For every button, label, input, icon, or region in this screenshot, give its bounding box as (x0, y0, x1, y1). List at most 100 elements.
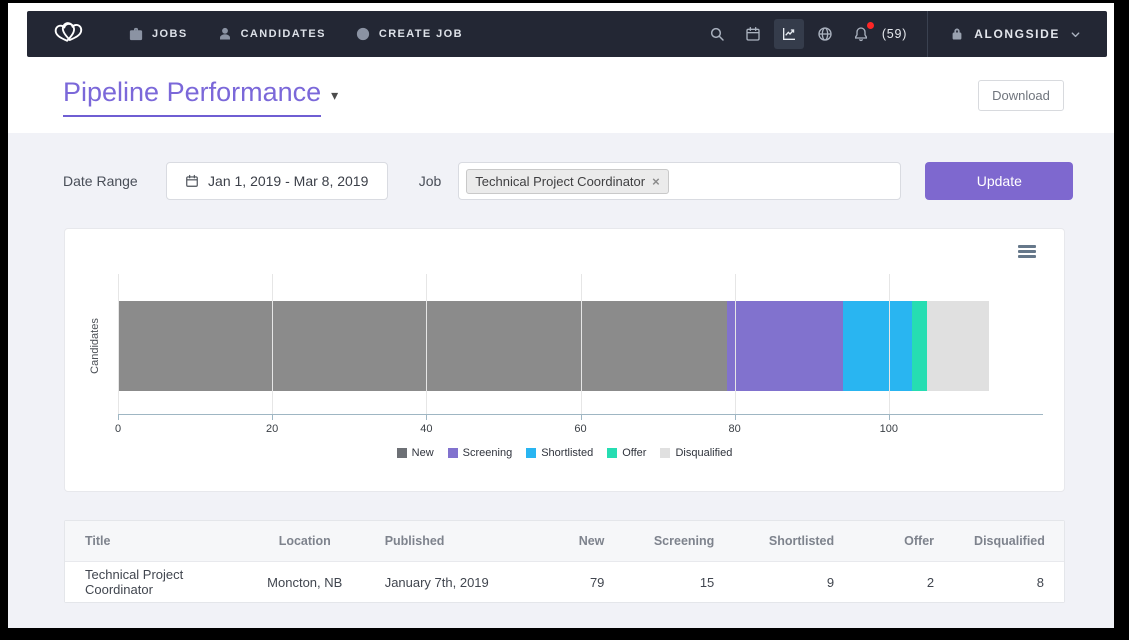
account-menu[interactable]: ALONGSIDE (950, 27, 1081, 41)
briefcase-icon (129, 27, 143, 41)
job-tag: Technical Project Coordinator × (466, 168, 669, 194)
brand-logo[interactable] (51, 17, 89, 51)
page-title: Pipeline Performance ▾ (63, 77, 338, 117)
pipeline-table: Title Location Published New Screening Shortl… (64, 520, 1065, 603)
bar-segment-screening[interactable] (726, 301, 843, 391)
legend-swatch-offer (607, 448, 618, 458)
gridline (118, 274, 119, 414)
column-header-location: Location (244, 521, 365, 562)
table-cell-offer: 2 (854, 561, 955, 602)
tag-remove-icon[interactable]: × (652, 173, 660, 189)
column-header-new: New (524, 521, 625, 562)
x-tick-label: 60 (574, 423, 587, 435)
x-tick-label: 0 (114, 423, 122, 435)
notification-count[interactable]: (59) (881, 27, 908, 41)
x-tick-label: 100 (879, 423, 899, 435)
legend-label: Offer (622, 447, 647, 459)
top-navbar: JOBS CANDIDATES CREATE JOB (59) (27, 11, 1107, 57)
update-button[interactable]: Update (925, 162, 1074, 200)
filter-row: Date Range Jan 1, 2019 - Mar 8, 2019 Job… (63, 162, 1074, 200)
account-label: ALONGSIDE (974, 27, 1060, 41)
nav-create-job[interactable]: CREATE JOB (356, 27, 463, 41)
page-title-text[interactable]: Pipeline Performance (63, 77, 322, 117)
x-axis-labels: 0 20 40 60 80 100 (114, 423, 1043, 437)
date-range-label: Date Range (63, 173, 138, 189)
plot-area (118, 274, 1043, 420)
date-range-input[interactable]: Jan 1, 2019 - Mar 8, 2019 (165, 162, 388, 200)
bar-segment-shortlisted[interactable] (842, 301, 912, 391)
gridline (888, 274, 890, 414)
legend-item-shortlisted[interactable]: Shortlisted (526, 447, 593, 459)
column-header-disqualified: Disqualified (954, 521, 1064, 562)
column-header-shortlisted: Shortlisted (734, 521, 855, 562)
bar-segment-new[interactable] (118, 301, 727, 391)
gridline (734, 274, 736, 414)
legend-item-disqualified[interactable]: Disqualified (660, 447, 732, 459)
table-row[interactable]: Technical Project Coordinator Moncton, NB… (65, 561, 1064, 602)
calendar-icon (186, 174, 198, 187)
job-multiselect[interactable]: Technical Project Coordinator × (458, 162, 902, 200)
nav-create-job-label: CREATE JOB (378, 28, 463, 40)
date-range-value: Jan 1, 2019 - Mar 8, 2019 (208, 173, 369, 189)
column-header-published: Published (364, 521, 525, 562)
globe-icon (818, 27, 832, 41)
table-cell-title: Technical Project Coordinator (65, 561, 245, 602)
bell-icon (854, 27, 867, 42)
globe-button[interactable] (810, 19, 840, 49)
axis-tick (118, 415, 119, 420)
legend-item-new[interactable]: New (396, 447, 434, 459)
search-button[interactable] (702, 19, 732, 49)
app-window: JOBS CANDIDATES CREATE JOB (59) (8, 3, 1114, 628)
legend-swatch-new (396, 448, 407, 458)
table-cell-disqualified: 8 (954, 561, 1064, 602)
chevron-down-icon (1071, 31, 1080, 37)
x-tick-label: 40 (420, 423, 433, 435)
legend-swatch-disqualified (660, 448, 671, 458)
navbar-divider (927, 11, 929, 57)
axis-tick (272, 415, 274, 420)
job-label: Job (418, 173, 442, 189)
chart-card: Candidates 0 20 40 60 80 100 New Screening Shor… (64, 228, 1065, 492)
notifications-button[interactable] (846, 19, 876, 49)
gridline (272, 274, 274, 414)
calendar-icon (746, 27, 760, 41)
double-heart-logo-icon (54, 22, 83, 42)
calendar-button[interactable] (738, 19, 768, 49)
legend-item-screening[interactable]: Screening (447, 447, 512, 459)
download-button[interactable]: Download (978, 80, 1064, 111)
legend-label: New (411, 447, 434, 459)
table-cell-screening: 15 (624, 561, 735, 602)
chart-line-icon (782, 28, 795, 40)
content-area: Date Range Jan 1, 2019 - Mar 8, 2019 Job… (8, 133, 1114, 628)
axis-tick (734, 415, 736, 420)
legend-item-offer[interactable]: Offer (607, 447, 646, 459)
chart-context-menu-button[interactable] (1018, 245, 1036, 260)
job-tag-label: Technical Project Coordinator (475, 173, 646, 189)
axis-tick (888, 415, 890, 420)
column-header-screening: Screening (624, 521, 735, 562)
stacked-bar (118, 301, 1043, 391)
x-tick-label: 80 (728, 423, 741, 435)
legend-label: Shortlisted (541, 447, 594, 459)
nav-candidates[interactable]: CANDIDATES (218, 27, 326, 41)
user-icon (219, 27, 230, 40)
bar-segment-disqualified[interactable] (927, 301, 990, 391)
x-tick-label: 20 (266, 423, 279, 435)
title-dropdown-caret-icon[interactable]: ▾ (331, 87, 339, 103)
table-cell-new: 79 (524, 561, 625, 602)
nav-jobs[interactable]: JOBS (129, 27, 188, 41)
chart-legend: New Screening Shortlisted Offer Disqualified (65, 447, 1064, 459)
y-axis-label: Candidates (89, 318, 101, 374)
notification-dot (866, 22, 874, 29)
table-body: Technical Project Coordinator Moncton, NB… (65, 561, 1064, 602)
column-header-offer: Offer (854, 521, 955, 562)
lock-icon (952, 28, 962, 40)
bar-segment-offer[interactable] (911, 301, 928, 391)
table-cell-location: Moncton, NB (244, 561, 365, 602)
gridline (580, 274, 582, 414)
reports-button[interactable] (773, 19, 804, 49)
gridline (426, 274, 428, 414)
x-axis-line (118, 414, 1043, 420)
axis-tick (580, 415, 582, 420)
column-header-title: Title (65, 521, 245, 562)
